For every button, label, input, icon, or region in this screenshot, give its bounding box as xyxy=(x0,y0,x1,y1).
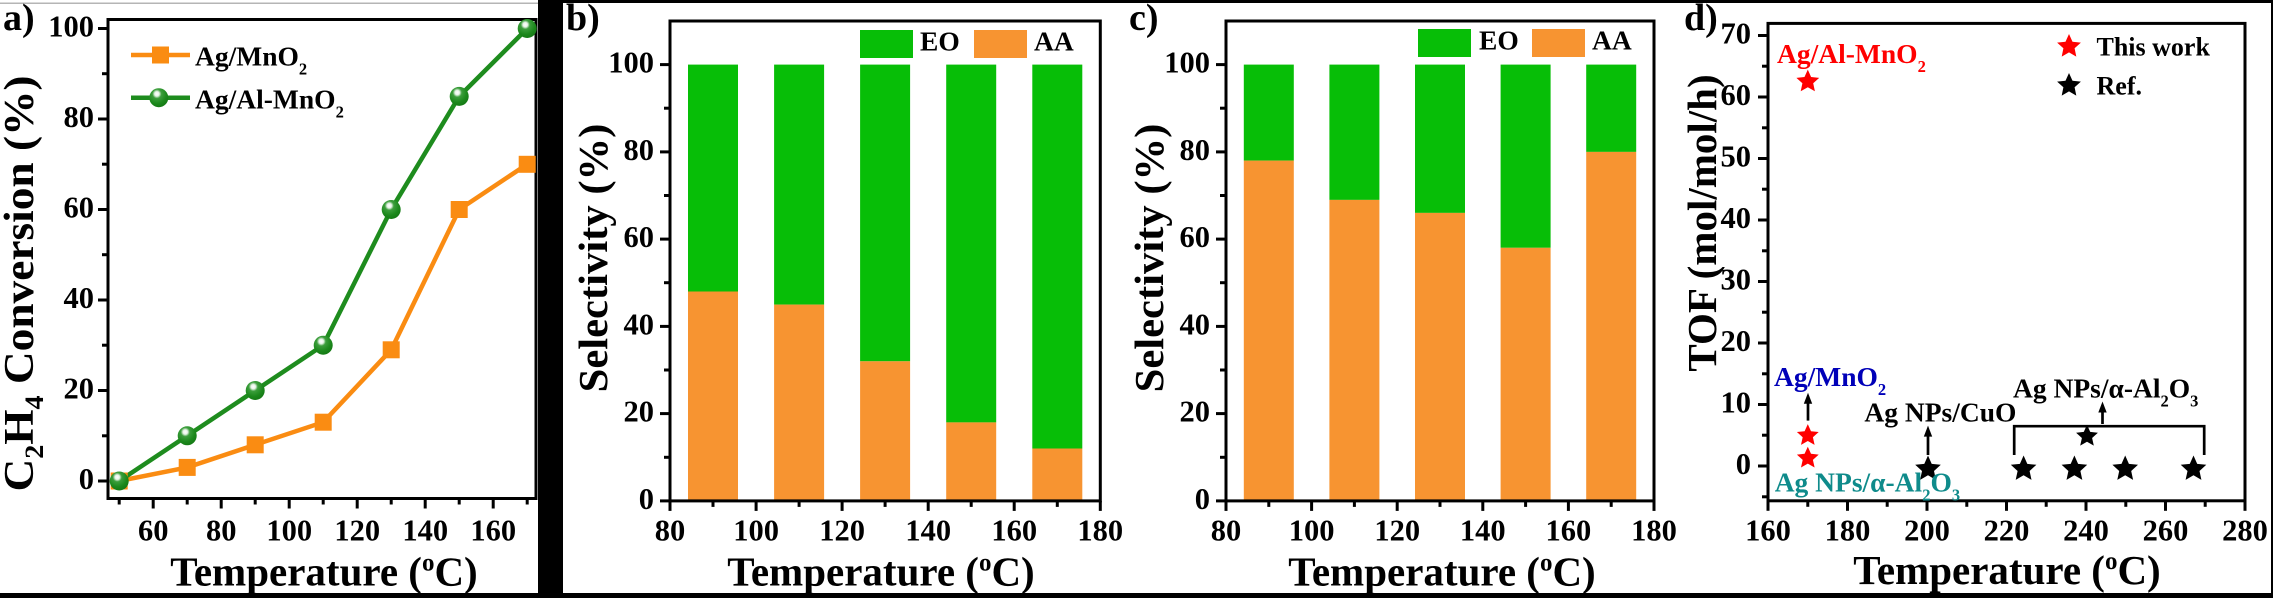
svg-text:80: 80 xyxy=(64,100,95,134)
svg-text:80: 80 xyxy=(1180,133,1211,167)
svg-text:80: 80 xyxy=(624,133,655,167)
svg-text:180: 180 xyxy=(1077,514,1123,548)
svg-text:b): b) xyxy=(566,0,600,39)
svg-text:c): c) xyxy=(1129,0,1159,39)
svg-text:EO: EO xyxy=(920,26,960,57)
svg-text:This work: This work xyxy=(2097,32,2211,61)
svg-text:180: 180 xyxy=(1825,514,1871,548)
svg-text:180: 180 xyxy=(1631,514,1677,548)
svg-text:100: 100 xyxy=(266,514,312,548)
svg-text:60: 60 xyxy=(1721,78,1752,112)
svg-text:120: 120 xyxy=(334,514,380,548)
svg-text:10: 10 xyxy=(1721,386,1752,420)
svg-text:100: 100 xyxy=(48,10,94,44)
svg-text:160: 160 xyxy=(1546,514,1592,548)
svg-text:0: 0 xyxy=(79,462,94,496)
svg-text:Ag NPs/CuO: Ag NPs/CuO xyxy=(1864,397,2016,428)
svg-text:TOF (mol/mol/h): TOF (mol/mol/h) xyxy=(1679,74,1725,371)
svg-text:160: 160 xyxy=(470,514,516,548)
svg-text:100: 100 xyxy=(1164,46,1210,80)
svg-text:20: 20 xyxy=(64,372,95,406)
svg-text:20: 20 xyxy=(624,395,655,429)
svg-text:40: 40 xyxy=(1721,201,1752,235)
svg-text:40: 40 xyxy=(1180,307,1211,341)
svg-text:EO: EO xyxy=(1479,25,1519,56)
svg-text:20: 20 xyxy=(1721,324,1752,358)
svg-text:0: 0 xyxy=(1195,482,1210,516)
svg-text:200: 200 xyxy=(1904,514,1950,548)
svg-text:Selectivity (%): Selectivity (%) xyxy=(1128,124,1173,393)
svg-text:60: 60 xyxy=(1180,220,1211,254)
svg-text:30: 30 xyxy=(1721,263,1752,297)
svg-text:240: 240 xyxy=(2063,514,2109,548)
svg-text:20: 20 xyxy=(1180,395,1211,429)
svg-text:60: 60 xyxy=(64,191,95,225)
svg-text:C2H4 Conversion (%): C2H4 Conversion (%) xyxy=(0,75,49,491)
svg-text:Selectivity (%): Selectivity (%) xyxy=(572,124,617,393)
svg-text:220: 220 xyxy=(1984,514,2030,548)
svg-text:60: 60 xyxy=(138,514,169,548)
svg-text:80: 80 xyxy=(655,514,686,548)
svg-text:AA: AA xyxy=(1592,25,1632,56)
svg-text:100: 100 xyxy=(608,46,654,80)
svg-text:40: 40 xyxy=(64,281,95,315)
svg-text:160: 160 xyxy=(1745,514,1791,548)
svg-text:100: 100 xyxy=(733,514,779,548)
svg-text:d): d) xyxy=(1684,0,1718,39)
svg-text:a): a) xyxy=(3,0,35,39)
svg-text:40: 40 xyxy=(624,307,655,341)
svg-text:AA: AA xyxy=(1034,26,1074,57)
svg-text:80: 80 xyxy=(206,514,237,548)
svg-text:120: 120 xyxy=(819,514,865,548)
svg-text:120: 120 xyxy=(1374,514,1420,548)
svg-text:0: 0 xyxy=(1736,447,1751,481)
svg-text:140: 140 xyxy=(402,514,448,548)
svg-text:100: 100 xyxy=(1289,514,1335,548)
svg-text:140: 140 xyxy=(905,514,951,548)
svg-text:60: 60 xyxy=(624,220,655,254)
svg-text:50: 50 xyxy=(1721,140,1752,174)
svg-text:Temperature (oC): Temperature (oC) xyxy=(1853,547,2160,593)
svg-text:140: 140 xyxy=(1460,514,1506,548)
svg-text:80: 80 xyxy=(1211,514,1242,548)
svg-text:Ref.: Ref. xyxy=(2097,72,2142,101)
svg-text:160: 160 xyxy=(991,514,1037,548)
svg-text:260: 260 xyxy=(2143,514,2189,548)
svg-text:70: 70 xyxy=(1721,17,1752,51)
svg-text:280: 280 xyxy=(2222,514,2268,548)
svg-text:0: 0 xyxy=(639,482,654,516)
